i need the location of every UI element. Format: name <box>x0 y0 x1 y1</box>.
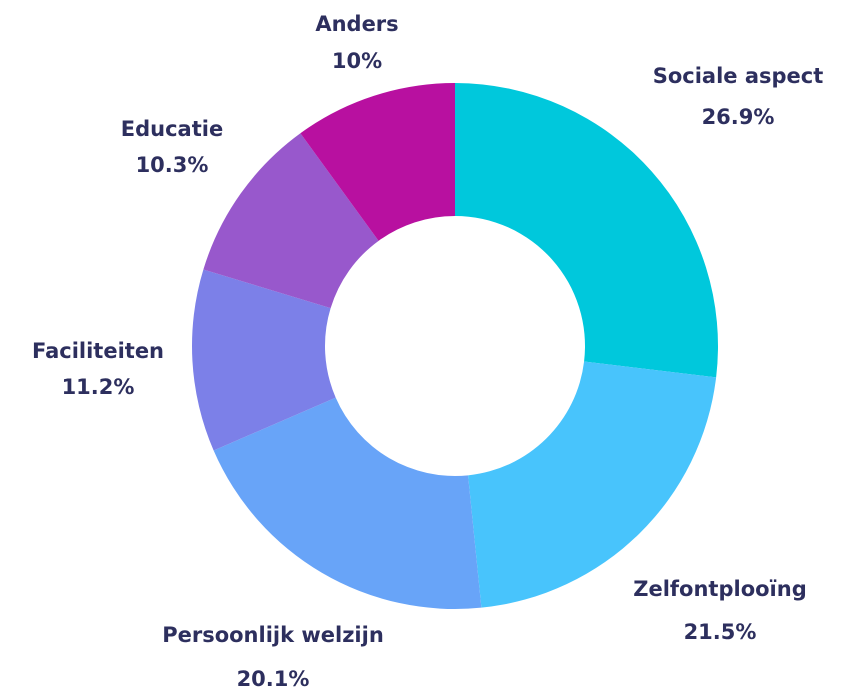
slice-value-label: 20.1% <box>237 667 310 691</box>
donut-slice <box>455 83 718 378</box>
donut-slice <box>203 133 379 309</box>
slice-label: Zelfontplooïng <box>633 577 807 601</box>
slice-label: Sociale aspect <box>653 64 824 88</box>
slice-label: Educatie <box>121 117 223 141</box>
donut-slice <box>213 397 482 609</box>
slice-label: Persoonlijk welzijn <box>162 623 384 647</box>
donut-slice <box>192 269 336 451</box>
donut-slice <box>300 83 455 241</box>
slice-value-label: 11.2% <box>62 375 135 399</box>
slice-label: Faciliteiten <box>32 339 164 363</box>
slice-value-label: 10% <box>332 49 382 73</box>
donut-slice <box>468 361 717 608</box>
slice-value-label: 21.5% <box>684 620 757 644</box>
slice-value-label: 10.3% <box>136 153 209 177</box>
slice-label: Anders <box>315 12 398 36</box>
slice-value-label: 26.9% <box>702 105 775 129</box>
